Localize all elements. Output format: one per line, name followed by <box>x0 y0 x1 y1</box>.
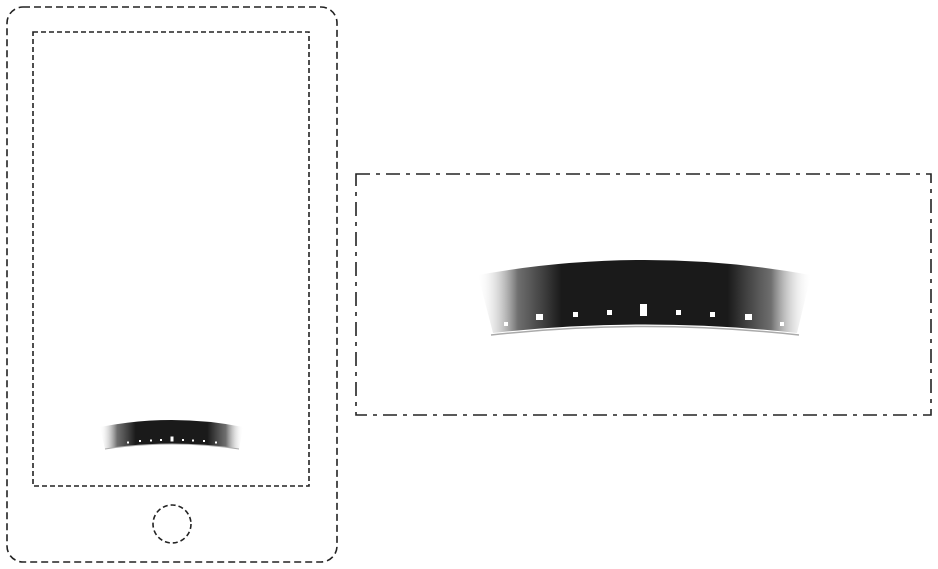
small-tick-center <box>171 437 174 442</box>
small-tick <box>139 440 141 442</box>
tick <box>710 312 715 317</box>
tick <box>607 310 612 315</box>
small-tick <box>150 440 152 442</box>
small-tick <box>203 440 205 442</box>
tick <box>676 310 681 315</box>
phone-outline <box>7 7 337 562</box>
detail-view <box>356 174 931 415</box>
large-dial-icon <box>478 260 811 335</box>
phone-screen <box>33 32 309 486</box>
small-tick <box>215 442 217 444</box>
small-dial-band <box>100 420 243 449</box>
small-tick <box>192 440 194 442</box>
small-tick <box>182 439 184 441</box>
home-button-icon <box>153 505 191 543</box>
large-dial-band <box>478 260 811 333</box>
tick-major <box>536 314 543 320</box>
tick-center <box>640 304 647 316</box>
tick <box>504 322 508 326</box>
tick <box>780 322 784 326</box>
phone-body <box>7 7 337 562</box>
small-tick <box>160 439 162 441</box>
small-tick <box>127 442 129 444</box>
small-dial-icon <box>100 420 243 449</box>
tick <box>573 312 578 317</box>
tick-major <box>745 314 752 320</box>
